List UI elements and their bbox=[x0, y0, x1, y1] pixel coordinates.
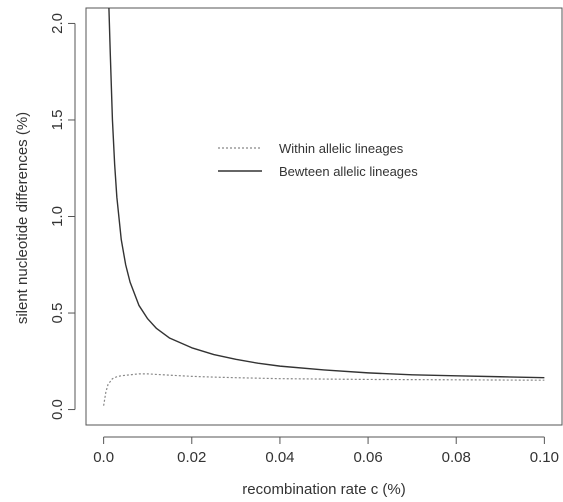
legend-label-2: Bewteen allelic lineages bbox=[279, 164, 418, 179]
y-axis: 0.0 0.5 1.0 1.5 2.0 bbox=[49, 13, 76, 420]
y-tick-label: 1.0 bbox=[49, 206, 66, 227]
y-axis-label: silent nucleotide differences (%) bbox=[14, 112, 31, 324]
legend: Within allelic lineages Bewteen allelic l… bbox=[218, 141, 418, 179]
x-axis-label: recombination rate c (%) bbox=[242, 481, 405, 498]
plot-frame-group bbox=[85, 7, 563, 426]
series-line-1 bbox=[103, 373, 545, 406]
y-tick-label: 2.0 bbox=[49, 13, 66, 34]
x-tick-label: 0.06 bbox=[353, 449, 382, 466]
x-tick-label: 0.04 bbox=[265, 449, 294, 466]
x-tick-label: 0.0 bbox=[93, 449, 114, 466]
x-tick-label: 0.08 bbox=[442, 449, 471, 466]
x-tick-label: 0.10 bbox=[530, 449, 559, 466]
y-tick-label: 0.0 bbox=[49, 399, 66, 420]
series-group bbox=[103, 8, 545, 406]
legend-label-1: Within allelic lineages bbox=[279, 141, 404, 156]
plot-frame bbox=[85, 7, 563, 426]
x-axis: 0.0 0.02 0.04 0.06 0.08 0.10 bbox=[93, 436, 559, 466]
y-tick-label: 0.5 bbox=[49, 303, 66, 324]
x-tick-label: 0.02 bbox=[177, 449, 206, 466]
series-line-2 bbox=[108, 8, 545, 379]
y-tick-label: 1.5 bbox=[49, 110, 66, 131]
